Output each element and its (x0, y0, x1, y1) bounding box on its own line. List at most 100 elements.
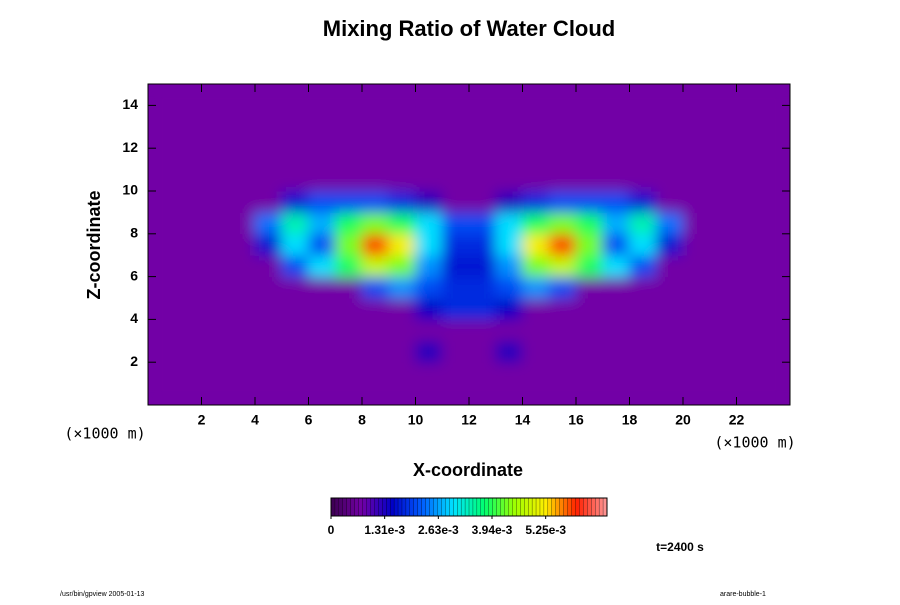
colorbar-step (535, 497, 541, 517)
field-cell (762, 211, 790, 235)
field-cell (548, 383, 577, 405)
field-cell (174, 383, 202, 405)
field-cell (308, 297, 336, 320)
field-cell (334, 84, 363, 106)
field-cell (709, 276, 737, 299)
field-cell (548, 104, 577, 128)
field-cell (308, 104, 336, 128)
x-tick-label: 10 (408, 412, 424, 428)
field-cell (655, 233, 684, 256)
field-cell (762, 126, 790, 149)
field-cell (629, 318, 657, 342)
field-cell (495, 254, 523, 278)
field-cell (682, 318, 711, 342)
field-cell (281, 297, 309, 320)
field-cell (254, 297, 283, 320)
field-cell (227, 361, 256, 385)
field-cell (709, 147, 737, 171)
field-cell (334, 297, 363, 320)
field-cell (415, 318, 443, 342)
field-cell (174, 169, 202, 192)
field-cell (254, 104, 283, 128)
field-cell (415, 84, 443, 106)
field-cell (201, 169, 229, 192)
field-cell (388, 340, 416, 363)
field-cell (682, 211, 711, 235)
field-cell (762, 276, 790, 299)
colorbar-step (350, 497, 356, 517)
field-cell (629, 361, 657, 385)
x-tick-label: 18 (622, 412, 638, 428)
field-cell (522, 276, 550, 299)
field-cell (334, 361, 363, 385)
colorbar-step (433, 497, 438, 517)
field-cell (201, 190, 229, 213)
field-cell (709, 383, 737, 405)
field-cell (602, 254, 630, 278)
field-cell (415, 169, 443, 192)
colorbar-step (547, 497, 553, 517)
colorbar-step (539, 497, 545, 517)
field-cell (682, 340, 711, 363)
field-cell (575, 276, 604, 299)
colorbar-step (512, 497, 517, 517)
field-cell (495, 340, 523, 363)
field-cell (548, 361, 577, 385)
field-cell (201, 340, 229, 363)
colorbar-step (480, 497, 486, 517)
field-cell (655, 254, 684, 278)
colorbar-step (591, 497, 596, 517)
field-cell (441, 340, 470, 363)
field-cell (468, 84, 497, 106)
field-cell (281, 361, 309, 385)
field-cell (736, 104, 764, 128)
field-cell (148, 190, 176, 213)
field-cell (388, 147, 416, 171)
field-cell (468, 340, 497, 363)
field-cell (415, 276, 443, 299)
field-cell (308, 211, 336, 235)
field-cell (361, 211, 390, 235)
field-cell (201, 126, 229, 149)
field-cell (736, 233, 764, 256)
x-tick-label: 2 (198, 412, 206, 428)
field-cell (655, 383, 684, 405)
field-cell (388, 104, 416, 128)
field-cell (468, 361, 497, 385)
field-cell (655, 147, 684, 171)
field-cell (655, 126, 684, 149)
field-cell (361, 190, 390, 213)
field-cell (361, 254, 390, 278)
colorbar-step (531, 497, 537, 517)
field-cell (629, 276, 657, 299)
field-cell (148, 104, 176, 128)
y-tick-label: 2 (130, 353, 138, 369)
field-cell (495, 126, 523, 149)
field-cell (308, 147, 336, 171)
colorbar-step (386, 497, 391, 517)
colorbar-step (397, 497, 403, 517)
field-cell (174, 276, 202, 299)
field-cell (709, 340, 737, 363)
field-cell (334, 147, 363, 171)
field-cell (522, 126, 550, 149)
field-cell (281, 147, 309, 171)
field-cell (709, 126, 737, 149)
field-cell (522, 233, 550, 256)
field-cell (629, 147, 657, 171)
field-cell (415, 126, 443, 149)
field-cell (174, 190, 202, 213)
colorbar-step (492, 497, 498, 517)
field-cell (334, 276, 363, 299)
field-cell (334, 233, 363, 256)
colorbar-step (559, 497, 565, 517)
field-cell (602, 190, 630, 213)
field-cell (254, 211, 283, 235)
field-cell (415, 104, 443, 128)
footer-left: /usr/bin/gpview 2005-01-13 (60, 591, 145, 598)
field-cell (495, 211, 523, 235)
field-cell (468, 276, 497, 299)
field-cell (682, 233, 711, 256)
field-cell (415, 383, 443, 405)
field-cell (629, 233, 657, 256)
